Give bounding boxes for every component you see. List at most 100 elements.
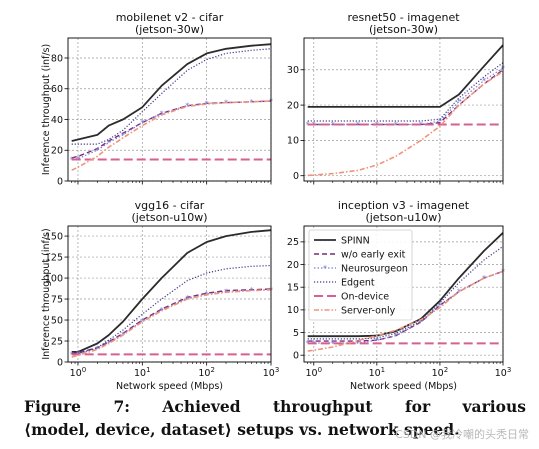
y-tick-label: 0: [293, 351, 299, 362]
series-point-neurosurgeon: *: [185, 102, 189, 111]
series-point-neurosurgeon: *: [205, 99, 209, 108]
series-point-neurosurgeon: *: [419, 318, 423, 327]
series-line-edgent: [307, 62, 504, 122]
x-tick-label: 103: [263, 366, 280, 379]
caption-number: 7:: [113, 397, 130, 416]
x-axis-label: Network speed (Mbps): [350, 381, 457, 392]
y-tick-label: 80: [51, 53, 63, 64]
series-point-neurosurgeon: *: [140, 317, 144, 326]
series-point-neurosurgeon: *: [160, 109, 164, 118]
legend-label-server-only: Server-only: [341, 306, 396, 317]
y-tick-label: 125: [45, 252, 63, 263]
series-line-server-only: [71, 100, 272, 171]
y-tick-label: 20: [287, 260, 299, 271]
caption-label: Figure: [24, 397, 82, 416]
series-point-neurosurgeon: *: [140, 119, 144, 128]
series-line-server-only: [307, 70, 504, 177]
series-line-w-o-early-exit: [71, 100, 272, 159]
y-tick-label: 100: [45, 273, 63, 284]
series-point-neurosurgeon: *: [306, 339, 310, 348]
series-point-neurosurgeon: *: [95, 345, 99, 354]
series-line-neurosurgeon: [71, 289, 272, 355]
caption-word-1: Achieved: [162, 397, 241, 416]
legend-label-spinn: SPINN: [341, 236, 370, 247]
series-line-spinn: [307, 232, 504, 338]
series-line-w-o-early-exit: [71, 288, 272, 355]
y-tick-label: 40: [51, 115, 63, 126]
y-tick-label: 25: [287, 237, 299, 248]
chart-title-line-1: mobilenet v2 - cifar: [116, 11, 224, 24]
x-axis-label: Network speed (Mbps): [116, 381, 223, 392]
legend-marker-neurosurgeon: *: [323, 264, 327, 273]
y-tick-label: 25: [51, 336, 63, 347]
series-point-neurosurgeon: *: [107, 139, 111, 148]
y-tick-label: 0: [57, 357, 63, 368]
series-point-neurosurgeon: *: [250, 286, 254, 295]
figure-caption: Figure 7: Achieved throughput for variou…: [24, 395, 526, 442]
series-point-neurosurgeon: *: [438, 117, 442, 126]
plot-frame: [67, 225, 272, 363]
x-tick-label: 100: [305, 366, 322, 379]
y-tick-label: 10: [287, 305, 299, 316]
legend-label-edgent: Edgent: [341, 278, 375, 289]
series-line-server-only: [71, 289, 272, 358]
series-point-neurosurgeon: *: [375, 336, 379, 345]
y-tick-label: 20: [51, 146, 63, 157]
series-line-edgent: [71, 264, 272, 355]
x-tick-label: 102: [198, 366, 215, 379]
x-tick-label: 101: [369, 366, 386, 379]
series-point-neurosurgeon: *: [419, 121, 423, 130]
series-point-neurosurgeon: *: [356, 339, 360, 348]
series-point-neurosurgeon: *: [394, 121, 398, 130]
y-tick-label: 20: [287, 100, 299, 111]
chart-legend: SPINN w/o early exit * Neurosurgeon Edgent On…: [308, 229, 413, 321]
caption-line-2: ⟨model, device, dataset⟩ setups vs. netw…: [24, 420, 460, 439]
series-line-edgent: [307, 245, 504, 340]
x-tick-label: 102: [432, 366, 449, 379]
series-point-neurosurgeon: *: [356, 121, 360, 130]
y-axis-label: Inference throughput (inf/s): [41, 228, 52, 359]
plot-frame: [303, 37, 504, 182]
watermark: CSDN @我冷嘲的头秃日常: [395, 428, 529, 441]
chart-title-line-1: inception v3 - imagenet: [338, 199, 470, 212]
series-point-neurosurgeon: *: [331, 121, 335, 130]
y-tick-label: 60: [51, 84, 63, 95]
series-point-neurosurgeon: *: [331, 339, 335, 348]
series-line-spinn: [71, 43, 272, 142]
plot-frame: [303, 225, 504, 363]
figure-canvas: 0 20 40 60 80 * * * * * * * * * * * * mobilenet v2 - cifa…: [41, 11, 511, 392]
caption-word-4: various: [462, 397, 526, 416]
y-tick-label: 0: [57, 176, 63, 187]
series-line-spinn: [307, 44, 504, 108]
series-point-neurosurgeon: *: [457, 98, 461, 107]
y-tick-label: 0: [293, 171, 299, 182]
y-tick-label: 15: [287, 283, 299, 294]
series-point-neurosurgeon: *: [95, 146, 99, 155]
caption-word-2: throughput: [272, 397, 373, 416]
chart-title-line-2: (jetson-30w): [135, 23, 204, 36]
y-tick-label: 150: [45, 231, 63, 242]
series-point-neurosurgeon: *: [394, 332, 398, 341]
chart-title-line-2: (jetson-u10w): [131, 211, 207, 224]
chart-title-line-1: vgg16 - cifar: [135, 199, 205, 212]
y-tick-label: 30: [287, 65, 299, 76]
series-point-neurosurgeon: *: [121, 131, 125, 140]
legend-label-w-o-early-exit: w/o early exit: [341, 250, 406, 261]
series-line-spinn: [71, 229, 272, 353]
chart-title-line-1: resnet50 - imagenet: [347, 11, 460, 24]
legend-label-on-device: On-device: [341, 292, 389, 303]
legend-box: [308, 229, 413, 321]
series-point-neurosurgeon: *: [438, 301, 442, 310]
legend-label-neurosurgeon: Neurosurgeon: [341, 264, 408, 275]
x-tick-label: 103: [495, 366, 512, 379]
y-tick-label: 75: [51, 294, 63, 305]
plot-frame: [67, 37, 272, 182]
chart-title-line-2: (jetson-u10w): [365, 211, 441, 224]
series-point-neurosurgeon: *: [306, 121, 310, 130]
y-tick-label: 5: [293, 328, 299, 339]
caption-word-3: for: [404, 397, 431, 416]
